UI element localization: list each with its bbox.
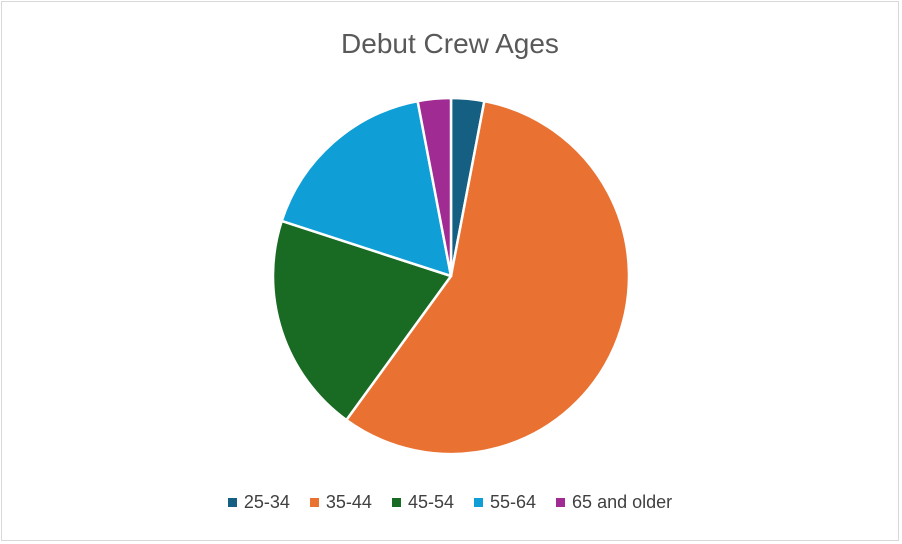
legend-label-25-34: 25-34 bbox=[243, 492, 290, 512]
legend-swatch-55-64 bbox=[474, 498, 483, 507]
legend-item-35-44: 35-44 bbox=[309, 492, 372, 513]
pie-slice-55-64 bbox=[280, 99, 453, 278]
legend-item-55-64: 55-64 bbox=[474, 492, 536, 513]
legend-swatch-45-54 bbox=[391, 498, 401, 507]
pie-slice-35-44 bbox=[345, 99, 631, 456]
legend-item-65-and-older: 65 and older bbox=[556, 492, 672, 513]
legend-swatch-65-and-older bbox=[556, 498, 566, 507]
pie-slice-65-and-older bbox=[416, 96, 453, 278]
legend-label-65-and-older: 65 and older bbox=[572, 492, 673, 512]
legend-label-55-64: 55-64 bbox=[490, 492, 537, 512]
legend: 25-34 35-44 45-54 55-64 65 and older bbox=[2, 492, 898, 513]
legend-swatch-25-34 bbox=[227, 498, 237, 507]
pie-slice-45-54 bbox=[271, 219, 453, 422]
legend-label-45-54: 45-54 bbox=[407, 492, 454, 512]
legend-item-25-34: 25-34 bbox=[227, 492, 290, 513]
chart-title: Debut Crew Ages bbox=[341, 28, 559, 59]
legend-swatch-35-44 bbox=[309, 498, 319, 507]
legend-item-45-54: 45-54 bbox=[391, 492, 454, 513]
legend-label-35-44: 35-44 bbox=[325, 492, 372, 512]
